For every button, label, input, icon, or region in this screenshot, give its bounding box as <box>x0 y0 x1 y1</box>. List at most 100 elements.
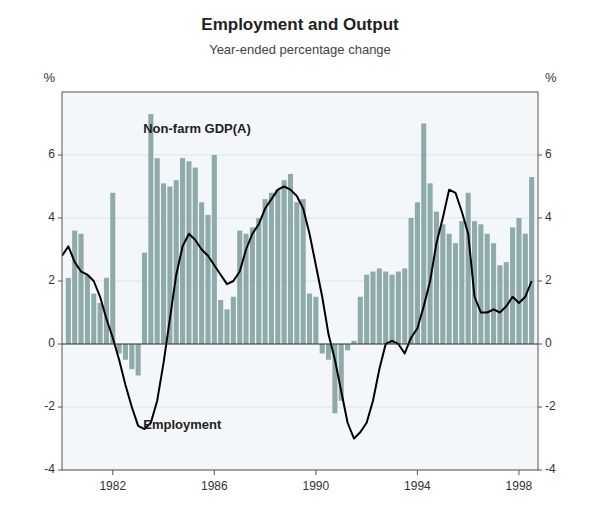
bar <box>466 193 471 344</box>
bar <box>345 344 350 350</box>
bar <box>142 253 147 344</box>
bar <box>459 221 464 344</box>
bar <box>186 161 191 344</box>
bar <box>250 227 255 344</box>
bar <box>256 218 261 344</box>
y-tick <box>58 281 62 282</box>
bar <box>396 272 401 344</box>
y2-tick-label: 0 <box>545 336 552 350</box>
x-tick-label: 1982 <box>99 479 126 493</box>
bar <box>123 344 128 360</box>
bar <box>288 174 293 344</box>
y-tick-label: 4 <box>48 210 55 224</box>
bar <box>389 275 394 344</box>
bar <box>326 344 331 360</box>
bar <box>275 190 280 344</box>
x-tick-label: 1986 <box>201 479 228 493</box>
bar <box>364 275 369 344</box>
bar <box>161 183 166 344</box>
bar <box>453 243 458 344</box>
bar <box>148 114 153 344</box>
bar <box>320 344 325 353</box>
bar <box>98 303 103 344</box>
y2-tick <box>538 344 542 345</box>
bar <box>402 268 407 344</box>
grid-line <box>62 407 538 408</box>
plot-area <box>62 92 538 470</box>
y-tick <box>58 218 62 219</box>
bar <box>447 234 452 344</box>
bar <box>72 231 77 344</box>
bar <box>193 168 198 344</box>
y-axis-label: % <box>43 70 55 85</box>
y2-tick <box>538 218 542 219</box>
bar <box>516 218 521 344</box>
x-tick <box>315 470 316 475</box>
x-tick <box>417 470 418 475</box>
bar <box>110 193 115 344</box>
bar <box>136 344 141 376</box>
bar <box>485 234 490 344</box>
y2-tick-label: -4 <box>545 462 556 476</box>
bar <box>497 265 502 344</box>
y-tick-label: -4 <box>44 462 55 476</box>
bar <box>313 297 318 344</box>
bar <box>66 278 71 344</box>
x-tick-label: 1998 <box>506 479 533 493</box>
bar <box>85 275 90 344</box>
y-tick-label: 2 <box>48 273 55 287</box>
bar <box>434 212 439 344</box>
bar <box>428 183 433 344</box>
y-tick <box>58 407 62 408</box>
title: Employment and Output <box>201 15 399 34</box>
bar <box>174 180 179 344</box>
y2-tick <box>538 155 542 156</box>
bar <box>91 294 96 344</box>
bar <box>383 272 388 344</box>
bar <box>269 193 274 344</box>
y-tick <box>58 470 62 471</box>
bar <box>523 234 528 344</box>
bar <box>358 297 363 344</box>
bar <box>370 272 375 344</box>
y2-tick-label: 4 <box>545 210 552 224</box>
y2-tick-label: 2 <box>545 273 552 287</box>
y2-tick-label: 6 <box>545 147 552 161</box>
bar <box>478 224 483 344</box>
annotation: Employment <box>143 417 222 432</box>
y2-tick-label: -2 <box>545 399 556 413</box>
plot-marks <box>62 114 534 438</box>
y-tick-label: -2 <box>44 399 55 413</box>
bar <box>301 199 306 344</box>
bar <box>155 158 160 344</box>
y-tick <box>58 344 62 345</box>
bar <box>212 155 217 344</box>
subtitle: Year-ended percentage change <box>209 42 391 57</box>
bar <box>263 199 268 344</box>
bar <box>205 215 210 344</box>
bar <box>218 300 223 344</box>
y-tick-label: 6 <box>48 147 55 161</box>
y-tick <box>58 155 62 156</box>
zero-line <box>62 344 538 345</box>
grid-line <box>62 155 538 156</box>
bar <box>237 231 242 344</box>
y2-tick <box>538 407 542 408</box>
y2-tick <box>538 470 542 471</box>
x-tick-label: 1990 <box>303 479 330 493</box>
x-tick <box>214 470 215 475</box>
x-tick <box>112 470 113 475</box>
y2-tick <box>538 281 542 282</box>
plot-frame <box>62 92 538 470</box>
bar <box>282 180 287 344</box>
y-tick-label: 0 <box>48 336 55 350</box>
bar <box>409 218 414 344</box>
bar <box>199 202 204 344</box>
bar <box>529 177 534 344</box>
bar <box>440 224 445 344</box>
y2-axis-label: % <box>545 70 557 85</box>
bar <box>129 344 134 369</box>
x-tick-label: 1994 <box>404 479 431 493</box>
bar <box>491 243 496 344</box>
bar <box>510 227 515 344</box>
